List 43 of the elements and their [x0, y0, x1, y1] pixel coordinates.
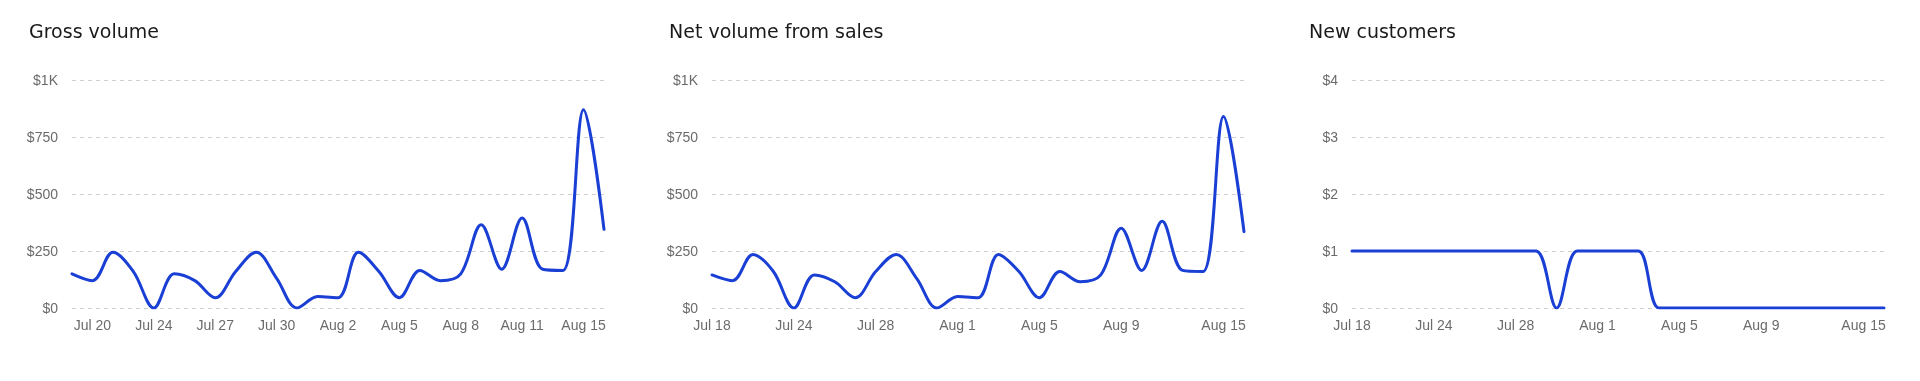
x-tick-label: Jul 24 — [135, 317, 173, 333]
y-tick-label: $1K — [33, 72, 59, 88]
x-tick-label: Jul 24 — [775, 317, 813, 333]
line-series — [70, 108, 606, 310]
y-tick-label: $250 — [26, 243, 59, 259]
x-tick-label: Jul 30 — [257, 317, 296, 333]
chart-title: New customers — [1309, 19, 1456, 42]
x-tick-label: Aug 9 — [1102, 317, 1140, 333]
y-tick-label: $1K — [673, 72, 699, 88]
x-tick-label: Aug 11 — [500, 317, 545, 333]
y-tick-label: $0 — [1322, 300, 1339, 316]
y-tick-label: $250 — [666, 243, 699, 259]
chart-title: Gross volume — [29, 19, 159, 42]
x-tick-label: Jul 18 — [1333, 317, 1371, 333]
y-tick-label: $500 — [666, 186, 699, 202]
y-tick-label: $500 — [26, 186, 59, 202]
y-tick-label: $4 — [1322, 72, 1339, 88]
x-tick-label: Aug 5 — [1661, 317, 1698, 333]
x-tick-label: Aug 15 — [1201, 317, 1246, 333]
x-tick-label: Aug 15 — [1841, 317, 1886, 333]
x-tick-label: Aug 9 — [1742, 317, 1780, 333]
y-tick-label: $1 — [1322, 243, 1339, 259]
x-tick-label: Aug 15 — [561, 317, 606, 333]
x-tick-label: Jul 28 — [1497, 317, 1535, 333]
x-tick-label: Jul 20 — [73, 317, 112, 333]
x-tick-label: Aug 8 — [442, 317, 480, 333]
line-series — [710, 114, 1246, 310]
x-tick-label: Aug 2 — [319, 317, 357, 333]
y-tick-label: $0 — [682, 300, 699, 316]
y-tick-label: $3 — [1322, 129, 1339, 145]
x-tick-label: Aug 1 — [939, 317, 977, 333]
x-tick-label: Jul 18 — [693, 317, 731, 333]
chart-title: Net volume from sales — [669, 19, 884, 42]
x-tick-label: Aug 1 — [1579, 317, 1617, 333]
x-tick-label: Aug 5 — [381, 317, 418, 333]
y-tick-label: $750 — [666, 129, 699, 145]
x-tick-label: Aug 5 — [1021, 317, 1058, 333]
y-tick-label: $0 — [42, 300, 59, 316]
x-tick-label: Jul 28 — [857, 317, 895, 333]
y-tick-label: $2 — [1322, 186, 1339, 202]
y-tick-label: $750 — [26, 129, 59, 145]
x-tick-label: Jul 24 — [1415, 317, 1453, 333]
x-tick-label: Jul 27 — [196, 317, 235, 333]
